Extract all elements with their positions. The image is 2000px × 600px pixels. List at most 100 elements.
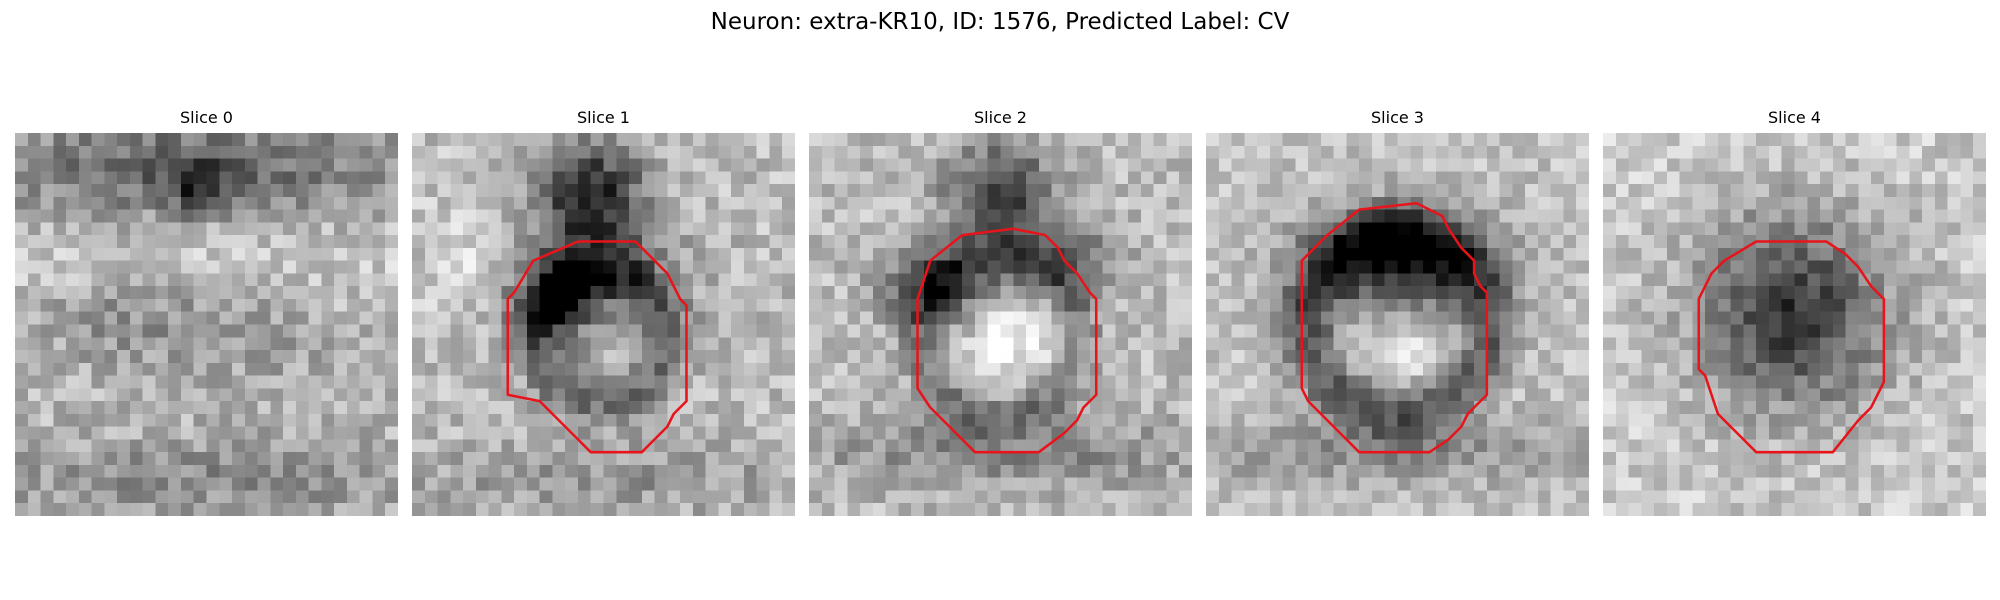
image-pixel: [1858, 490, 1871, 503]
image-pixel: [143, 133, 156, 146]
image-pixel: [975, 248, 988, 261]
image-pixel: [1308, 261, 1321, 274]
image-pixel: [1629, 337, 1642, 350]
image-pixel: [360, 210, 373, 223]
image-pixel: [1077, 133, 1090, 146]
image-pixel: [1500, 337, 1513, 350]
image-pixel: [66, 312, 79, 325]
image-pixel: [1769, 171, 1782, 184]
image-pixel: [1603, 427, 1616, 440]
image-pixel: [232, 401, 245, 414]
image-pixel: [629, 325, 642, 338]
image-pixel: [873, 427, 886, 440]
image-pixel: [949, 337, 962, 350]
image-pixel: [1782, 273, 1795, 286]
image-pixel: [962, 197, 975, 210]
image-pixel: [782, 261, 795, 274]
image-pixel: [1244, 171, 1257, 184]
image-pixel: [1321, 376, 1334, 389]
image-pixel: [1731, 465, 1744, 478]
image-pixel: [642, 261, 655, 274]
image-pixel: [1960, 452, 1973, 465]
image-pixel: [53, 248, 66, 261]
image-pixel: [1884, 414, 1897, 427]
image-pixel: [245, 401, 258, 414]
image-pixel: [1935, 299, 1948, 312]
image-pixel: [1960, 197, 1973, 210]
image-pixel: [15, 312, 28, 325]
image-pixel: [360, 146, 373, 159]
image-pixel: [1103, 337, 1116, 350]
image-pixel: [1090, 171, 1103, 184]
image-pixel: [769, 286, 782, 299]
image-pixel: [1206, 414, 1219, 427]
image-pixel: [1244, 133, 1257, 146]
image-pixel: [1795, 210, 1808, 223]
image-pixel: [1270, 248, 1283, 261]
image-pixel: [1641, 490, 1654, 503]
image-pixel: [1001, 363, 1014, 376]
image-pixel: [1551, 159, 1564, 172]
image-pixel: [1257, 439, 1270, 452]
image-pixel: [1270, 197, 1283, 210]
image-pixel: [1423, 388, 1436, 401]
image-pixel: [1436, 273, 1449, 286]
image-pixel: [1410, 261, 1423, 274]
image-pixel: [1166, 286, 1179, 299]
image-pixel: [463, 363, 476, 376]
image-pixel: [1871, 171, 1884, 184]
image-pixel: [1629, 427, 1642, 440]
image-pixel: [1769, 312, 1782, 325]
image-pixel: [334, 388, 347, 401]
image-pixel: [1257, 427, 1270, 440]
image-pixel: [1884, 235, 1897, 248]
image-pixel: [1616, 401, 1629, 414]
image-pixel: [769, 210, 782, 223]
image-pixel: [1295, 210, 1308, 223]
image-pixel: [1718, 235, 1731, 248]
image-pixel: [680, 286, 693, 299]
image-pixel: [1756, 146, 1769, 159]
image-pixel: [1232, 363, 1245, 376]
image-pixel: [667, 478, 680, 491]
image-pixel: [1410, 159, 1423, 172]
image-pixel: [1474, 350, 1487, 363]
image-pixel: [1960, 465, 1973, 478]
image-pixel: [270, 248, 283, 261]
image-pixel: [1219, 452, 1232, 465]
image-pixel: [194, 427, 207, 440]
image-pixel: [1436, 401, 1449, 414]
image-pixel: [822, 414, 835, 427]
image-pixel: [1563, 388, 1576, 401]
image-pixel: [1500, 503, 1513, 516]
image-pixel: [1474, 427, 1487, 440]
image-pixel: [1525, 286, 1538, 299]
image-pixel: [412, 427, 425, 440]
image-pixel: [1871, 159, 1884, 172]
image-pixel: [309, 478, 322, 491]
image-pixel: [1295, 439, 1308, 452]
image-pixel: [886, 427, 899, 440]
image-pixel: [1064, 388, 1077, 401]
image-pixel: [258, 222, 271, 235]
image-pixel: [1270, 133, 1283, 146]
image-pixel: [15, 427, 28, 440]
image-pixel: [949, 248, 962, 261]
image-pixel: [1603, 452, 1616, 465]
image-pixel: [1667, 171, 1680, 184]
image-pixel: [143, 452, 156, 465]
image-pixel: [1500, 350, 1513, 363]
image-pixel: [1807, 197, 1820, 210]
image-pixel: [1321, 388, 1334, 401]
image-pixel: [1512, 503, 1525, 516]
image-pixel: [489, 452, 502, 465]
image-pixel: [629, 337, 642, 350]
image-pixel: [1769, 210, 1782, 223]
image-pixel: [360, 427, 373, 440]
image-pixel: [1064, 350, 1077, 363]
image-pixel: [655, 286, 668, 299]
image-pixel: [1705, 452, 1718, 465]
image-pixel: [412, 146, 425, 159]
image-pixel: [1576, 171, 1589, 184]
image-pixel: [835, 312, 848, 325]
